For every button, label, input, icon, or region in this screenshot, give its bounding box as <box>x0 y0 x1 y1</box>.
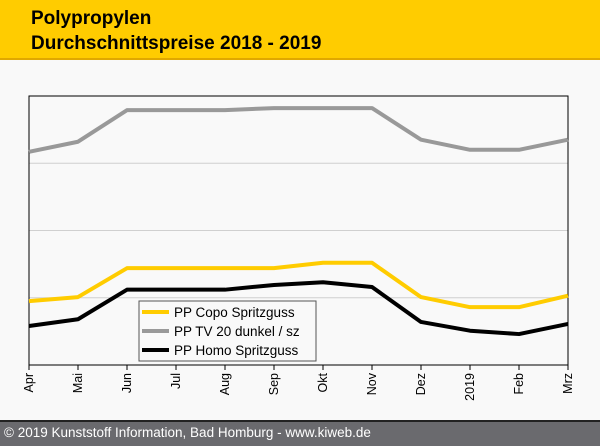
x-tick-label: Mai <box>71 373 85 393</box>
legend-label: PP TV 20 dunkel / sz <box>174 324 300 339</box>
x-tick-label: Jul <box>169 373 183 389</box>
x-tick-label: Apr <box>22 373 36 392</box>
x-tick-label: Feb <box>512 373 526 395</box>
series-line-3 <box>28 280 569 337</box>
title-line-2: Durchschnittspreise 2018 - 2019 <box>31 33 322 54</box>
x-tick-label: Jun <box>120 373 134 393</box>
title-line-1: Polypropylen <box>31 8 152 29</box>
x-tick-label: Sep <box>267 373 281 395</box>
x-tick-label: Mrz <box>561 373 575 394</box>
x-tick-label: Nov <box>365 372 379 395</box>
x-tick-label: 2019 <box>463 373 477 401</box>
series-line-1 <box>28 260 569 310</box>
header: Polypropylen Durchschnittspreise 2018 - … <box>0 0 600 60</box>
x-tick-label: Aug <box>218 373 232 395</box>
plot-border <box>28 95 569 366</box>
footer: © 2019 Kunststoff Information, Bad Hombu… <box>0 420 600 446</box>
x-tick-label: Dez <box>414 373 428 395</box>
line-chart: Apr Mai Jun Jul Aug Sep Okt Nov Dez 2019 Feb Mrz PP … <box>22 95 575 401</box>
copyright-text: © 2019 Kunststoff Information, Bad Hombu… <box>4 425 371 440</box>
legend-label: PP Homo Spritzguss <box>174 343 299 358</box>
x-tick-label: Okt <box>316 372 330 392</box>
legend-label: PP Copo Spritzguss <box>174 305 295 320</box>
series-line-2 <box>28 106 569 154</box>
